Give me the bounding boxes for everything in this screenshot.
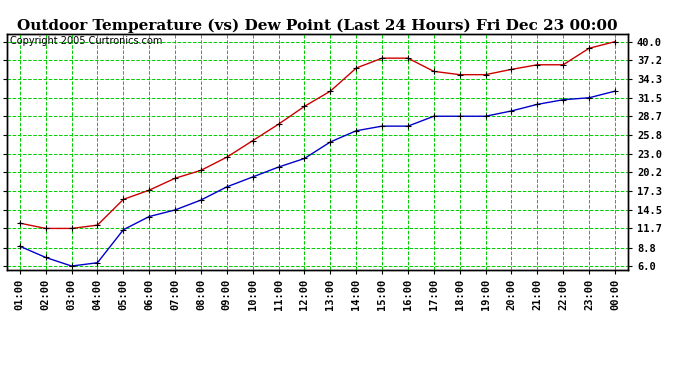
Title: Outdoor Temperature (vs) Dew Point (Last 24 Hours) Fri Dec 23 00:00: Outdoor Temperature (vs) Dew Point (Last… [17,18,618,33]
Text: Copyright 2005 Curtronics.com: Copyright 2005 Curtronics.com [10,36,162,46]
